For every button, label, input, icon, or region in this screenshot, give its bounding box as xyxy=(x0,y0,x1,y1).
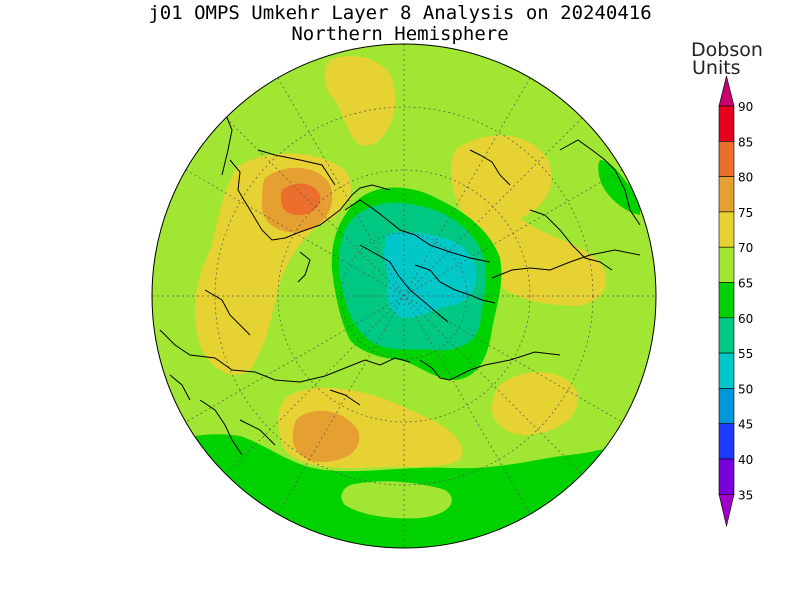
colorbar-tick-label: 80 xyxy=(738,171,753,185)
colorbar-unit-label-2: Units xyxy=(692,57,741,79)
colorbar-swatch xyxy=(718,352,735,389)
colorbar-swatch xyxy=(718,458,735,495)
colorbar-tick-label: 55 xyxy=(738,347,753,361)
contour-75-80-south xyxy=(292,410,360,462)
contour-80-85 xyxy=(280,183,321,216)
colorbar-swatch xyxy=(718,282,735,319)
colorbar-tick-label: 70 xyxy=(738,241,753,255)
colorbar-top-arrow xyxy=(718,75,735,107)
ozone-field xyxy=(152,44,656,548)
colorbar-tick-label: 50 xyxy=(738,382,753,396)
colorbar-swatch xyxy=(718,423,735,460)
colorbar-tick-label: 60 xyxy=(738,312,753,326)
globe-outline xyxy=(151,43,657,549)
contour-65-70-south-island xyxy=(341,481,452,519)
colorbar-swatch xyxy=(718,105,735,142)
contour-60-65-east xyxy=(598,160,640,215)
coastlines xyxy=(159,114,641,456)
contour-70-75-north xyxy=(324,56,396,146)
colorbar-tick-label: 45 xyxy=(738,418,753,432)
colorbar-swatch xyxy=(718,317,735,354)
colorbar-tick-label: 35 xyxy=(738,488,753,502)
colorbar-swatch xyxy=(718,388,735,424)
colorbar-tick-label: 90 xyxy=(738,100,753,114)
colorbar-tick-label: 85 xyxy=(738,135,753,149)
colorbar: 90 85 80 75 70 65 60 55 50 45 40 35 xyxy=(718,75,753,527)
colorbar-tick-label: 75 xyxy=(738,206,753,220)
colorbar-tick-label: 65 xyxy=(738,277,753,291)
map-subtitle: Northern Hemisphere xyxy=(291,23,509,45)
colorbar-tick-label: 40 xyxy=(738,453,753,467)
colorbar-swatch xyxy=(718,176,735,213)
colorbar-swatch xyxy=(718,211,735,248)
colorbar-swatch xyxy=(718,246,735,283)
colorbar-bottom-arrow xyxy=(718,493,735,527)
contour-70-75-southeast xyxy=(491,372,579,436)
colorbar-unit-label: Dobson xyxy=(691,39,763,61)
map-title: j01 OMPS Umkehr Layer 8 Analysis on 2024… xyxy=(148,2,652,24)
colorbar-swatch xyxy=(718,141,735,177)
graticule xyxy=(152,44,656,548)
